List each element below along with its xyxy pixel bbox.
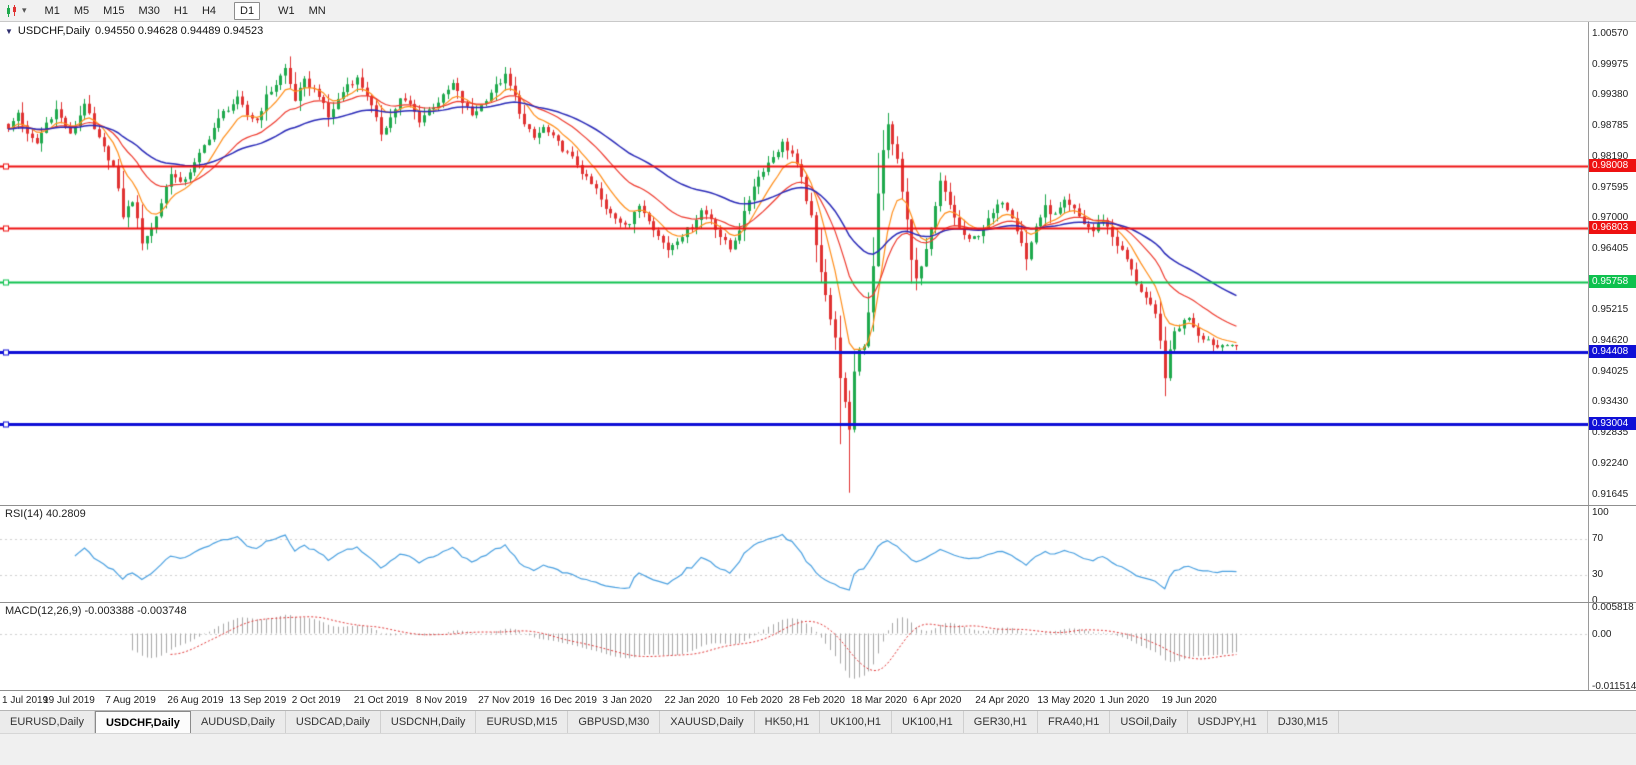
macd-axis-label: -0.011514 xyxy=(1592,680,1636,690)
time-axis-label: 13 Sep 2019 xyxy=(229,695,287,706)
chart-tab-hk50-h1[interactable]: HK50,H1 xyxy=(755,711,821,733)
level-price-badge: 0.95758 xyxy=(1589,275,1636,289)
timeframe-m1-button[interactable]: M1 xyxy=(44,4,60,17)
price-axis-label: 0.94620 xyxy=(1592,335,1629,347)
timeframe-mn-button[interactable]: MN xyxy=(308,4,326,17)
symbol-dropdown-icon[interactable]: ▼ xyxy=(5,26,13,36)
timeframe-d1-button[interactable]: D1 xyxy=(234,1,261,20)
price-axis-label: 0.95215 xyxy=(1592,304,1629,316)
time-axis-label: 28 Feb 2020 xyxy=(788,695,845,706)
time-axis-label: 27 Nov 2019 xyxy=(478,695,535,706)
level-price-badge: 0.93004 xyxy=(1589,417,1636,431)
status-strip xyxy=(0,733,1636,765)
macd-axis-label: 0.005818 xyxy=(1592,601,1634,613)
price-axis-label: 0.93430 xyxy=(1592,396,1629,408)
rsi-indicator-canvas[interactable] xyxy=(0,505,1588,602)
time-axis-label: 24 Apr 2020 xyxy=(975,695,1030,706)
chart-tabs-bar: EURUSD,Daily USDCHF,Daily AUDUSD,Daily USDC… xyxy=(0,710,1636,733)
time-axis-label: 19 Jun 2020 xyxy=(1161,695,1217,706)
level-price-badge: 0.94408 xyxy=(1589,344,1636,358)
timeframe-m15-button[interactable]: M15 xyxy=(103,4,125,17)
timeframe-m30-button[interactable]: M30 xyxy=(138,4,160,17)
rsi-axis-label: 100 xyxy=(1592,507,1609,518)
time-axis-label: 1 Jun 2020 xyxy=(1099,695,1150,706)
price-chart-canvas[interactable] xyxy=(0,22,1588,505)
price-axis[interactable]: 1.00570 0.99975 0.99380 0.98785 0.98190 0.975… xyxy=(1588,22,1636,690)
price-axis-label: 0.92240 xyxy=(1592,457,1629,469)
time-axis-label: 8 Nov 2019 xyxy=(415,695,468,706)
rsi-value: 40.2809 xyxy=(45,508,86,520)
price-axis-label: 0.92835 xyxy=(1592,427,1629,439)
price-axis-label: 0.98785 xyxy=(1592,120,1629,132)
pane-separator[interactable] xyxy=(0,602,1636,603)
top-toolbar: ▾ M1 M5 M15 M30 H1 H4 D1 W1 MN xyxy=(0,0,1636,22)
time-axis-label: 6 Apr 2020 xyxy=(913,695,962,706)
chart-tab-gbpusd-m30[interactable]: GBPUSD,M30 xyxy=(568,711,661,733)
chart-tab-eurusd-m15[interactable]: EURUSD,M15 xyxy=(476,711,569,733)
candlestick-chart-icon[interactable] xyxy=(5,4,19,18)
chart-tab-eurusd-daily[interactable]: EURUSD,Daily xyxy=(0,711,95,733)
timeframe-h1-button[interactable]: H1 xyxy=(173,4,188,17)
chart-window: ▼ USDCHF,Daily 0.94550 0.94628 0.94489 0… xyxy=(0,22,1636,690)
rsi-axis-label: 30 xyxy=(1592,568,1604,580)
chart-tab-dj30-m15[interactable]: DJ30,M15 xyxy=(1268,711,1339,733)
chart-tab-usdcnh-daily[interactable]: USDCNH,Daily xyxy=(381,711,477,733)
macd-indicator-canvas[interactable] xyxy=(0,602,1588,690)
price-axis-label: 0.99975 xyxy=(1592,58,1629,70)
price-axis-label: 0.97595 xyxy=(1592,181,1629,193)
time-axis-label: 21 Oct 2019 xyxy=(353,695,409,706)
price-axis-label: 0.94025 xyxy=(1592,365,1629,377)
chart-tab-fra40-h1[interactable]: FRA40,H1 xyxy=(1038,711,1111,733)
timeframe-toolbar: M1 M5 M15 M30 H1 H4 D1 W1 MN xyxy=(39,1,332,20)
time-axis-label: 22 Jan 2020 xyxy=(664,695,720,706)
price-axis-label: 1.00570 xyxy=(1592,28,1629,39)
price-axis-label: 0.97000 xyxy=(1592,212,1629,224)
pane-separator[interactable] xyxy=(0,505,1636,506)
chart-tab-usdcad-daily[interactable]: USDCAD,Daily xyxy=(286,711,381,733)
chart-tab-xauusd-daily[interactable]: XAUUSD,Daily xyxy=(660,711,755,733)
chart-tab-uk100-h1[interactable]: UK100,H1 xyxy=(892,711,964,733)
time-axis-label: 1 Jul 2019 xyxy=(2,695,49,706)
chart-symbol-label: USDCHF,Daily xyxy=(17,25,91,37)
time-axis-label: 16 Dec 2019 xyxy=(540,695,597,706)
macd-indicator-label: MACD(12,26,9) -0.003388 -0.003748 xyxy=(5,605,187,617)
price-axis-label: 0.99380 xyxy=(1592,89,1629,101)
chart-tab-audusd-daily[interactable]: AUDUSD,Daily xyxy=(191,711,286,733)
chart-tab-uk100-h1[interactable]: UK100,H1 xyxy=(820,711,893,733)
chart-ohlc-readout: 0.94550 0.94628 0.94489 0.94523 xyxy=(95,25,264,37)
time-axis-label: 26 Aug 2019 xyxy=(167,695,224,706)
timeframe-m5-button[interactable]: M5 xyxy=(73,4,90,17)
timeframe-h4-button[interactable]: H4 xyxy=(201,4,217,17)
macd-axis-label: 0.00 xyxy=(1592,628,1612,640)
chart-tab-usoil-daily[interactable]: USOil,Daily xyxy=(1110,711,1188,733)
rsi-indicator-label: RSI(14) 40.2809 xyxy=(5,508,86,520)
rsi-axis-label: 0 xyxy=(1592,595,1598,606)
time-axis-label: 18 Mar 2020 xyxy=(850,695,908,706)
level-price-badge: 0.96803 xyxy=(1589,221,1636,235)
chart-type-dropdown-caret-icon[interactable]: ▾ xyxy=(22,5,27,15)
chart-title: ▼ USDCHF,Daily 0.94550 0.94628 0.94489 0… xyxy=(5,25,263,37)
price-axis-label: 0.96405 xyxy=(1592,242,1629,254)
price-axis-label: 0.98190 xyxy=(1592,150,1629,162)
time-axis-label: 7 Aug 2019 xyxy=(105,695,156,706)
time-axis-label: 19 Jul 2019 xyxy=(43,695,95,706)
chart-tab-usdjpy-h1[interactable]: USDJPY,H1 xyxy=(1188,711,1268,733)
time-axis-label: 13 May 2020 xyxy=(1037,695,1096,706)
chart-tab-ger30-h1[interactable]: GER30,H1 xyxy=(964,711,1038,733)
rsi-name: RSI(14) xyxy=(5,508,43,520)
timeframe-w1-button[interactable]: W1 xyxy=(278,4,295,17)
price-axis-label: 0.91645 xyxy=(1592,488,1629,500)
level-price-badge: 0.98008 xyxy=(1589,159,1636,173)
chart-tab-usdchf-daily[interactable]: USDCHF,Daily xyxy=(94,711,191,733)
macd-name: MACD(12,26,9) xyxy=(5,605,82,617)
time-axis-label: 10 Feb 2020 xyxy=(726,695,783,706)
time-axis-label: 3 Jan 2020 xyxy=(602,695,652,706)
time-axis[interactable]: 1 Jul 2019 19 Jul 2019 7 Aug 2019 26 Aug 20… xyxy=(0,690,1636,710)
rsi-axis-label: 70 xyxy=(1592,533,1604,545)
macd-values: -0.003388 -0.003748 xyxy=(84,605,187,617)
time-axis-label: 2 Oct 2019 xyxy=(291,695,341,706)
